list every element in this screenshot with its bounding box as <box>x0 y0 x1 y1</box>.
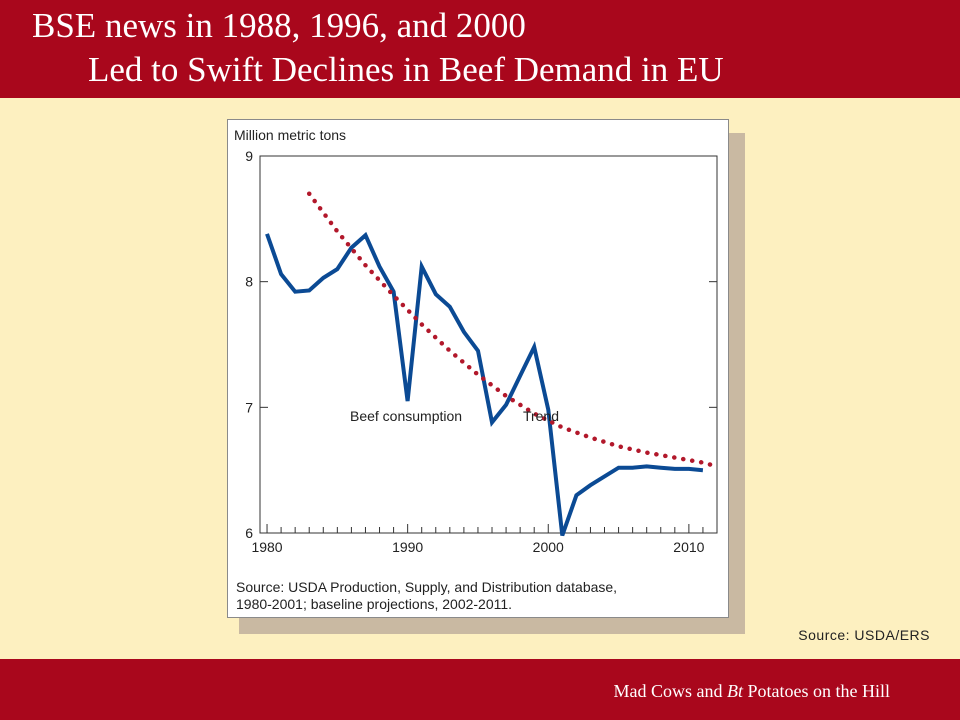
slide-title-line1: BSE news in 1988, 1996, and 2000 <box>32 6 526 45</box>
series-line-trend <box>306 191 720 469</box>
x-tick-label: 2000 <box>533 539 564 555</box>
annotation-label: Trend <box>523 408 559 424</box>
series-line-beef-consumption <box>265 231 704 537</box>
chart-source-line1: Source: USDA Production, Supply, and Dis… <box>236 579 617 595</box>
footer-text: Mad Cows and Bt Potatoes on the Hill <box>614 681 891 702</box>
y-tick-label: 8 <box>245 274 253 290</box>
footer-prefix: Mad Cows and <box>613 681 727 701</box>
slide-header: BSE news in 1988, 1996, and 2000 Led to … <box>0 0 960 98</box>
y-tick-label: 6 <box>245 525 253 541</box>
x-tick-label: 1990 <box>392 539 423 555</box>
y-tick-label: 7 <box>245 399 253 415</box>
chart-panel: 6 7 8 9 1980 1990 2000 2010 Million metric tons B… <box>227 119 729 618</box>
footer-italic: Bt <box>727 681 743 701</box>
footer-suffix: Potatoes on the Hill <box>743 681 891 701</box>
x-tick-label: 1980 <box>251 539 282 555</box>
source-note: Source: USDA/ERS <box>798 627 930 643</box>
y-axis-label: Million metric tons <box>234 127 346 143</box>
y-tick-label: 9 <box>245 148 253 164</box>
plot-frame <box>259 155 718 534</box>
slide-title-line2: Led to Swift Declines in Beef Demand in … <box>88 50 724 89</box>
beef-demand-chart: 6 7 8 9 1980 1990 2000 2010 Million metric tons B… <box>234 127 720 612</box>
chart-source-line2: 1980-2001; baseline projections, 2002-20… <box>236 596 512 612</box>
x-tick-label: 2010 <box>673 539 704 555</box>
slide-footer: Mad Cows and Bt Potatoes on the Hill <box>0 659 960 720</box>
annotation-label: Beef consumption <box>350 408 462 424</box>
